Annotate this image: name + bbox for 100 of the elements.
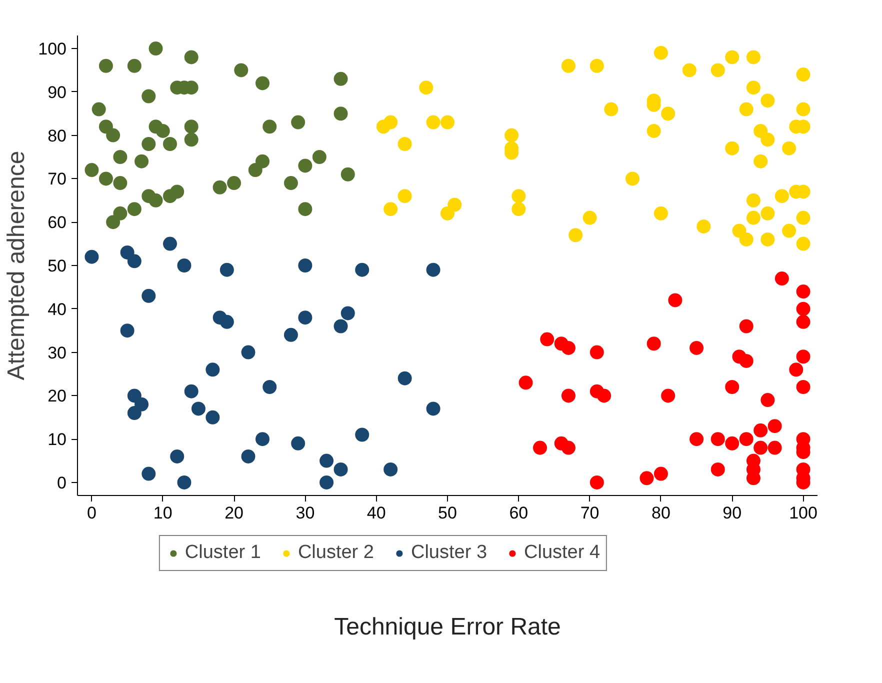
y-tick-label: 20 xyxy=(48,386,67,406)
y-tick-label: 60 xyxy=(48,213,67,232)
point xyxy=(284,176,298,190)
y-tick-label: 0 xyxy=(57,473,67,492)
point xyxy=(340,306,355,320)
point xyxy=(320,454,334,468)
point xyxy=(796,284,810,299)
point xyxy=(142,288,156,303)
point xyxy=(739,432,754,446)
point xyxy=(134,397,149,412)
x-tick-label: 30 xyxy=(296,504,315,522)
point xyxy=(582,210,597,225)
legend-label: Cluster 4 xyxy=(524,542,600,564)
point xyxy=(504,128,519,142)
point xyxy=(590,58,604,73)
point xyxy=(760,232,775,246)
point xyxy=(127,58,142,73)
point xyxy=(163,137,177,151)
point xyxy=(142,466,156,481)
point xyxy=(262,120,277,134)
point xyxy=(590,345,604,360)
point xyxy=(127,202,142,216)
point xyxy=(291,115,306,130)
point xyxy=(796,380,810,394)
point xyxy=(384,115,398,130)
point xyxy=(241,345,256,360)
point xyxy=(98,58,113,73)
point xyxy=(746,193,760,208)
point xyxy=(106,128,120,142)
point xyxy=(739,232,754,246)
point xyxy=(106,215,120,230)
point xyxy=(746,50,760,64)
point xyxy=(561,388,576,403)
point xyxy=(646,336,661,351)
y-tick-label: 50 xyxy=(48,256,67,276)
x-tick-label: 40 xyxy=(366,504,386,522)
point xyxy=(440,206,454,220)
point xyxy=(725,380,740,394)
point xyxy=(340,167,355,182)
point xyxy=(710,432,725,446)
point xyxy=(789,362,804,377)
point xyxy=(661,106,676,121)
point xyxy=(796,210,810,225)
point xyxy=(440,115,454,130)
point xyxy=(184,120,198,134)
point xyxy=(518,376,533,390)
point xyxy=(98,120,113,134)
point xyxy=(142,137,156,151)
point xyxy=(561,58,576,73)
point xyxy=(654,206,668,220)
point xyxy=(597,388,612,403)
point xyxy=(654,46,668,60)
point xyxy=(398,189,412,204)
legend-label: Cluster 2 xyxy=(298,542,374,564)
point xyxy=(156,124,170,138)
point xyxy=(690,340,704,355)
point xyxy=(262,380,277,394)
point xyxy=(298,310,312,325)
point xyxy=(355,262,370,277)
y-tick-label: 100 xyxy=(38,40,67,59)
y-tick-label: 70 xyxy=(48,170,67,189)
point xyxy=(220,314,234,329)
point xyxy=(84,163,99,178)
point xyxy=(113,176,128,190)
x-tick-label: 100 xyxy=(789,504,818,522)
point xyxy=(163,236,177,251)
point xyxy=(184,384,198,398)
point xyxy=(746,80,760,95)
point xyxy=(312,150,326,164)
point xyxy=(284,328,298,342)
point xyxy=(134,154,149,168)
point xyxy=(384,202,398,216)
point xyxy=(710,63,725,78)
point xyxy=(725,141,740,156)
point xyxy=(334,319,348,334)
y-tick-label: 30 xyxy=(48,343,67,362)
point xyxy=(732,224,746,238)
point xyxy=(127,254,142,268)
point xyxy=(561,340,576,355)
x-tick-label: 50 xyxy=(438,504,457,522)
point xyxy=(796,350,810,364)
point xyxy=(533,440,547,455)
point xyxy=(626,172,640,186)
point xyxy=(725,436,740,450)
x-tick-label: 10 xyxy=(153,504,172,522)
point xyxy=(590,475,604,490)
point xyxy=(654,466,668,481)
x-axis-title: Technique Error Rate xyxy=(334,613,561,640)
point xyxy=(782,224,796,238)
point xyxy=(113,206,128,220)
point xyxy=(206,410,220,424)
point xyxy=(426,402,440,416)
point xyxy=(682,63,696,78)
point xyxy=(540,332,554,346)
x-tick-label: 80 xyxy=(652,504,670,522)
point xyxy=(760,94,775,108)
point xyxy=(177,258,192,272)
point xyxy=(754,124,768,138)
point xyxy=(120,324,134,338)
point xyxy=(739,354,754,368)
